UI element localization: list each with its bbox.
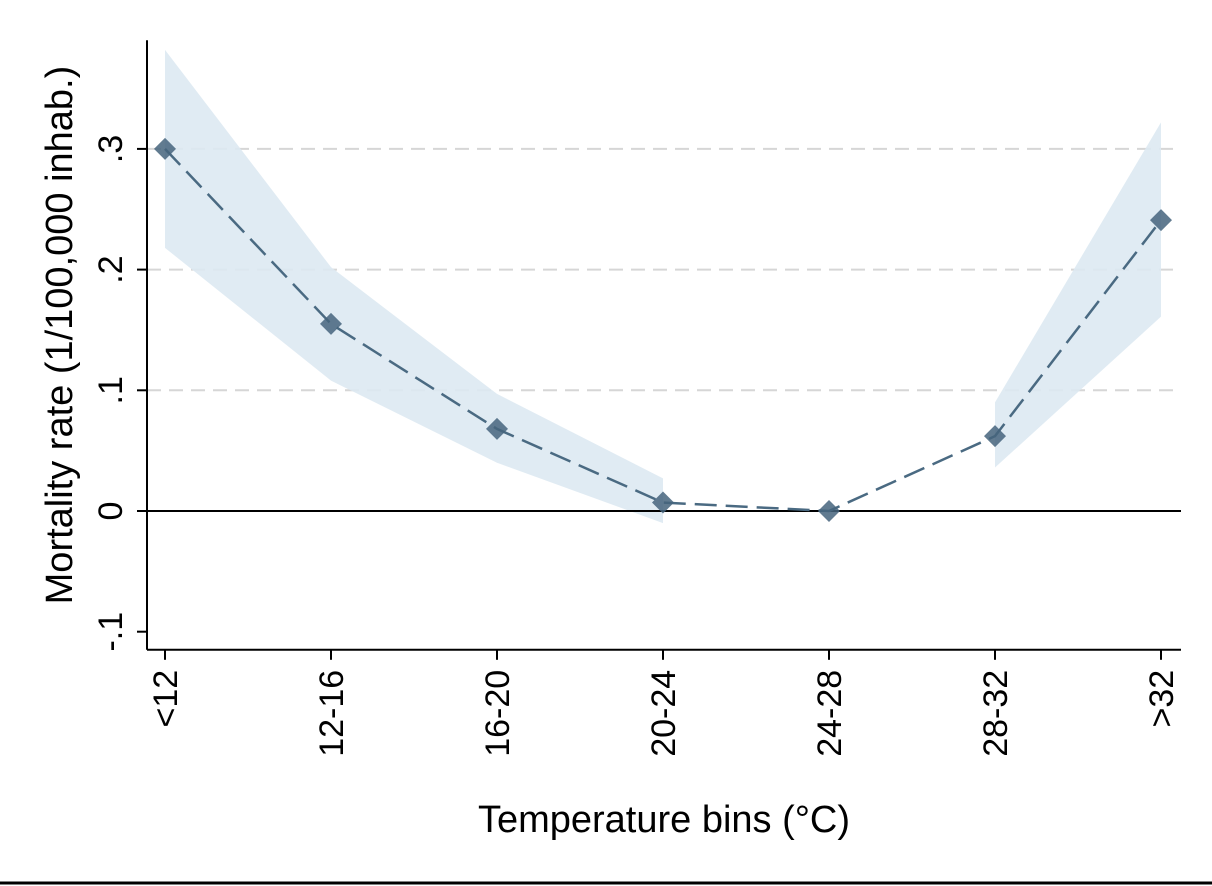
data-point-marker bbox=[652, 491, 674, 514]
y-tick-label: 0 bbox=[92, 502, 130, 521]
x-tick-label: 20-24 bbox=[645, 670, 683, 757]
data-point-marker bbox=[486, 417, 508, 440]
y-axis-title: Mortality rate (1/100,000 inhab.) bbox=[39, 66, 81, 605]
ci-band bbox=[165, 49, 663, 524]
x-tick-label: 24-28 bbox=[811, 670, 849, 757]
data-point-marker bbox=[1150, 209, 1172, 232]
x-tick-label: >32 bbox=[1143, 670, 1181, 728]
tick-label-layer: -.1 0 .1 .2 .3 <12 12-16 16-20 20-24 24-28 28-32 >3… bbox=[92, 135, 1181, 757]
axis-layer bbox=[137, 40, 1181, 660]
data-point-marker bbox=[984, 425, 1006, 448]
x-tick-label: 16-20 bbox=[479, 670, 517, 757]
y-tick-label: .3 bbox=[92, 135, 130, 163]
x-tick-label: 12-16 bbox=[313, 670, 351, 757]
x-axis-title: Temperature bins (°C) bbox=[478, 799, 850, 841]
data-point-marker bbox=[320, 312, 342, 335]
y-tick-label: .2 bbox=[92, 255, 130, 283]
data-point-marker bbox=[818, 500, 840, 522]
x-tick-label: <12 bbox=[147, 670, 185, 728]
y-tick-label: .1 bbox=[92, 376, 130, 404]
data-point-marker bbox=[154, 137, 176, 160]
y-tick-label: -.1 bbox=[92, 612, 130, 652]
x-tick-label: 28-32 bbox=[977, 670, 1015, 757]
marker-layer bbox=[154, 137, 1172, 522]
